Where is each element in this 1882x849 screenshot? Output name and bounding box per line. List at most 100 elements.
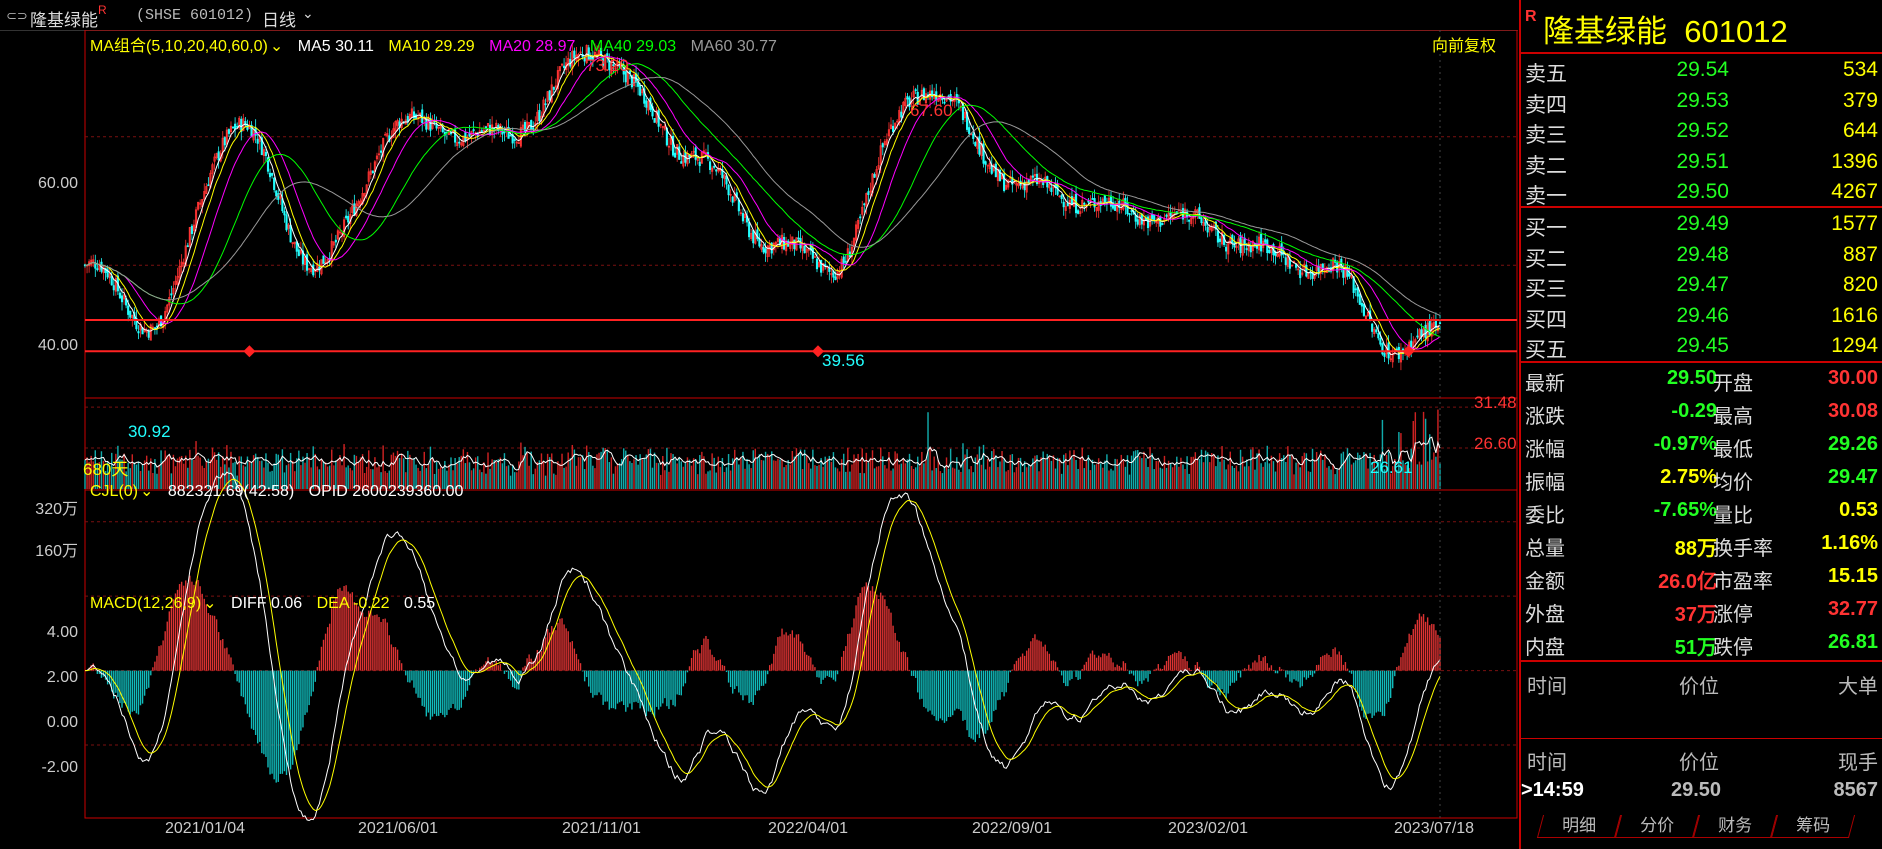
vol-indicator-name[interactable]: CJL(0) bbox=[90, 483, 139, 500]
candle-body bbox=[869, 190, 872, 193]
volume-bar bbox=[111, 452, 113, 489]
ma-group-label[interactable]: MA组合(5,10,20,40,60,0) bbox=[90, 38, 268, 55]
volume-bar bbox=[861, 448, 863, 489]
volume-bar bbox=[768, 455, 771, 489]
volume-bar bbox=[158, 465, 160, 489]
volume-bar bbox=[312, 446, 314, 489]
bid-row[interactable]: 买三 29.47 820 bbox=[1521, 270, 1882, 301]
candle-body bbox=[1284, 257, 1287, 265]
volume-bar bbox=[115, 453, 117, 489]
chevron-down-icon[interactable]: ⌄ bbox=[269, 38, 284, 55]
candle-body bbox=[484, 126, 488, 129]
ask-row[interactable]: 卖三 29.52 644 bbox=[1521, 116, 1882, 147]
volume-bar bbox=[976, 454, 979, 489]
bid-label: 买三 bbox=[1525, 278, 1567, 301]
volume-bar bbox=[787, 459, 789, 489]
period-selector[interactable]: 日线 bbox=[262, 11, 296, 30]
volume-bar bbox=[686, 457, 689, 489]
volume-bar bbox=[316, 466, 319, 489]
volume-bar bbox=[518, 461, 520, 489]
vol-legend: CJL(0) ⌄ 882321.69(42:58) OPID 2600239360… bbox=[90, 481, 473, 501]
candle-body bbox=[170, 293, 173, 296]
volume-bar bbox=[1130, 455, 1133, 489]
candle-body bbox=[1416, 335, 1419, 338]
volume-bar bbox=[635, 455, 637, 489]
volume-bar bbox=[925, 459, 927, 489]
volume-bar bbox=[548, 457, 551, 489]
chevron-down-icon[interactable]: ⌄ bbox=[140, 483, 154, 500]
volume-bar bbox=[1219, 461, 1221, 489]
volume-bar bbox=[400, 453, 403, 489]
macd-indicator-name[interactable]: MACD(12,26,9) bbox=[90, 595, 202, 612]
volume-bar bbox=[1075, 459, 1077, 489]
tab-price-dist[interactable]: 分价 bbox=[1614, 815, 1700, 838]
volume-bar bbox=[1124, 466, 1127, 489]
adjust-label[interactable]: 向前复权 bbox=[1432, 38, 1497, 55]
chevron-down-icon[interactable]: ⌄ bbox=[302, 5, 314, 21]
volume-bar bbox=[1246, 459, 1248, 489]
volume-bar bbox=[162, 461, 164, 489]
candle-body bbox=[458, 141, 461, 144]
candle-body bbox=[817, 262, 821, 267]
candle-body bbox=[345, 215, 348, 219]
link-icon[interactable]: ⊂⊃ bbox=[6, 8, 28, 23]
volume-bar bbox=[1324, 454, 1326, 489]
candle-body bbox=[330, 241, 333, 262]
ask-row[interactable]: 卖一 29.50 4267 bbox=[1521, 177, 1882, 208]
volume-bar bbox=[1071, 457, 1073, 489]
ask-row[interactable]: 卖四 29.53 379 bbox=[1521, 86, 1882, 117]
bid-row[interactable]: 买四 29.46 1616 bbox=[1521, 301, 1882, 332]
candle-body bbox=[1364, 315, 1368, 320]
tick-header-time: 时间 bbox=[1527, 752, 1567, 774]
volume-bar bbox=[1013, 472, 1016, 489]
ask-row[interactable]: 卖五 29.54 534 bbox=[1521, 55, 1882, 86]
volume-bar bbox=[1229, 451, 1231, 489]
date-axis-label: 2021/06/01 bbox=[358, 820, 439, 837]
volume-bar bbox=[832, 452, 835, 489]
volume-bar bbox=[164, 450, 166, 489]
tab-finance[interactable]: 财务 bbox=[1692, 815, 1778, 838]
volume-bar bbox=[812, 449, 814, 489]
volume-bar bbox=[106, 461, 109, 489]
chevron-down-icon[interactable]: ⌄ bbox=[203, 595, 217, 612]
volume-bar bbox=[275, 453, 277, 489]
volume-bar bbox=[497, 459, 500, 489]
bid-row[interactable]: 买一 29.49 1577 bbox=[1521, 209, 1882, 240]
volume-bar bbox=[1034, 455, 1036, 489]
volume-bar bbox=[1391, 466, 1394, 489]
candle-body bbox=[1414, 339, 1417, 343]
candle-body bbox=[1114, 204, 1117, 211]
volume-bar bbox=[1052, 455, 1055, 489]
candle-body bbox=[881, 143, 884, 148]
big-order-header-time: 时间 bbox=[1527, 676, 1567, 698]
ask-row[interactable]: 卖二 29.51 1396 bbox=[1521, 147, 1882, 178]
bid-row[interactable]: 买五 29.45 1294 bbox=[1521, 331, 1882, 362]
volume-bar bbox=[1268, 463, 1271, 489]
candle-body bbox=[1142, 218, 1145, 226]
volume-bar bbox=[1118, 463, 1120, 489]
volume-bar bbox=[1435, 456, 1437, 489]
candle-body bbox=[583, 57, 586, 62]
volume-bar bbox=[551, 453, 553, 489]
candle-body bbox=[1161, 223, 1164, 225]
volume-bar bbox=[337, 458, 339, 489]
volume-bar bbox=[676, 463, 678, 489]
candle-body bbox=[1000, 174, 1004, 179]
volume-bar bbox=[1313, 459, 1316, 489]
tab-chips[interactable]: 筹码 bbox=[1770, 815, 1856, 838]
volume-bar bbox=[824, 456, 826, 489]
kline-chart[interactable] bbox=[0, 30, 1518, 849]
volume-bar bbox=[960, 471, 962, 489]
tab-detail[interactable]: 明细 bbox=[1536, 815, 1622, 838]
candle-body bbox=[766, 245, 769, 258]
volume-bar bbox=[429, 446, 432, 489]
candle-body bbox=[667, 145, 671, 148]
volume-bar bbox=[618, 462, 621, 489]
volume-bar bbox=[516, 472, 518, 489]
volume-bar bbox=[972, 472, 974, 489]
candle-body bbox=[1015, 182, 1018, 186]
candle-body bbox=[1379, 338, 1382, 345]
bid-row[interactable]: 买二 29.48 887 bbox=[1521, 240, 1882, 271]
volume-bar bbox=[1167, 460, 1170, 489]
ask-volume: 534 bbox=[1842, 58, 1878, 81]
